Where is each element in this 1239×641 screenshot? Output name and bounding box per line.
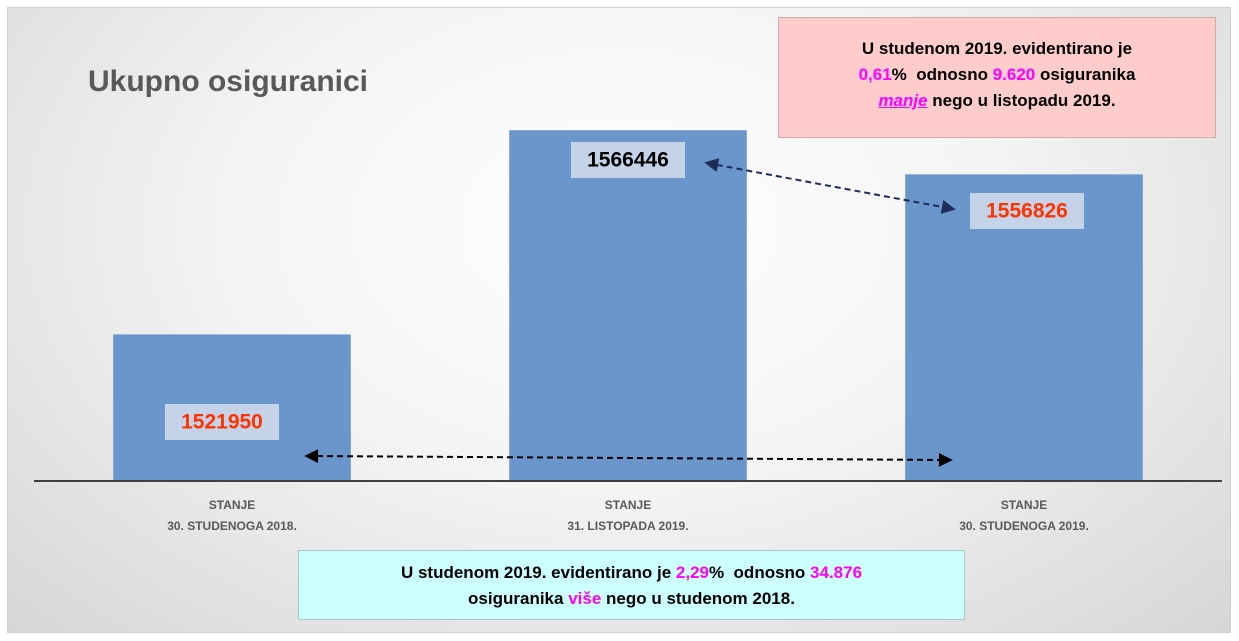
annotation-text: nego u studenom 2018. (601, 589, 795, 608)
x-tick-label: STANJE (1001, 498, 1047, 512)
annotation-text: U studenom 2019. evidentirano je (861, 39, 1133, 58)
bar (509, 130, 747, 481)
x-tick-label: 31. LISTOPADA 2019. (567, 519, 688, 533)
value-label: 1556826 (986, 200, 1068, 223)
chart-title: Ukupno osiguranici (88, 65, 368, 98)
annotation-text: 2,29 (675, 563, 709, 582)
value-label: 1521950 (181, 411, 263, 434)
annotation-text: 34.876 (810, 563, 863, 582)
value-label-background (165, 404, 279, 440)
annotation-box: U studenom 2019. evidentirano je 2,29% o… (298, 550, 965, 620)
annotation-text: % odnosno (708, 563, 811, 582)
annotation-line: U studenom 2019. evidentirano je (779, 36, 1215, 62)
annotation-text: U studenom 2019. evidentirano je (400, 563, 676, 582)
x-tick-label: STANJE (605, 498, 651, 512)
annotation-line: osiguranika više nego u studenom 2018. (299, 586, 964, 612)
value-label-background (571, 142, 685, 178)
annotation-box: U studenom 2019. evidentirano je 0,61% od… (778, 17, 1216, 138)
annotation-text: manje (878, 91, 928, 110)
x-tick-label: STANJE (209, 498, 255, 512)
comparison-arrow (304, 449, 953, 467)
annotation-text: % odnosno (891, 65, 993, 84)
x-tick-label: 30. STUDENOGA 2019. (959, 519, 1089, 533)
annotation-line: 0,61% odnosno 9.620 osiguranika (779, 62, 1215, 88)
annotation-text: osiguranika (1035, 65, 1136, 84)
comparison-arrow (704, 158, 956, 214)
value-label: 1566446 (587, 149, 669, 172)
annotation-text: 0,61 (858, 65, 892, 84)
annotation-text: više (568, 589, 602, 608)
x-tick-label: 30. STUDENOGA 2018. (167, 519, 297, 533)
annotation-line: U studenom 2019. evidentirano je 2,29% o… (299, 560, 964, 586)
annotation-text: nego u listopadu 2019. (927, 91, 1116, 110)
value-label-background (970, 193, 1084, 229)
annotation-text: 9.620 (992, 65, 1036, 84)
annotation-line: manje nego u listopadu 2019. (779, 88, 1215, 114)
annotation-text: osiguranika (468, 589, 569, 608)
